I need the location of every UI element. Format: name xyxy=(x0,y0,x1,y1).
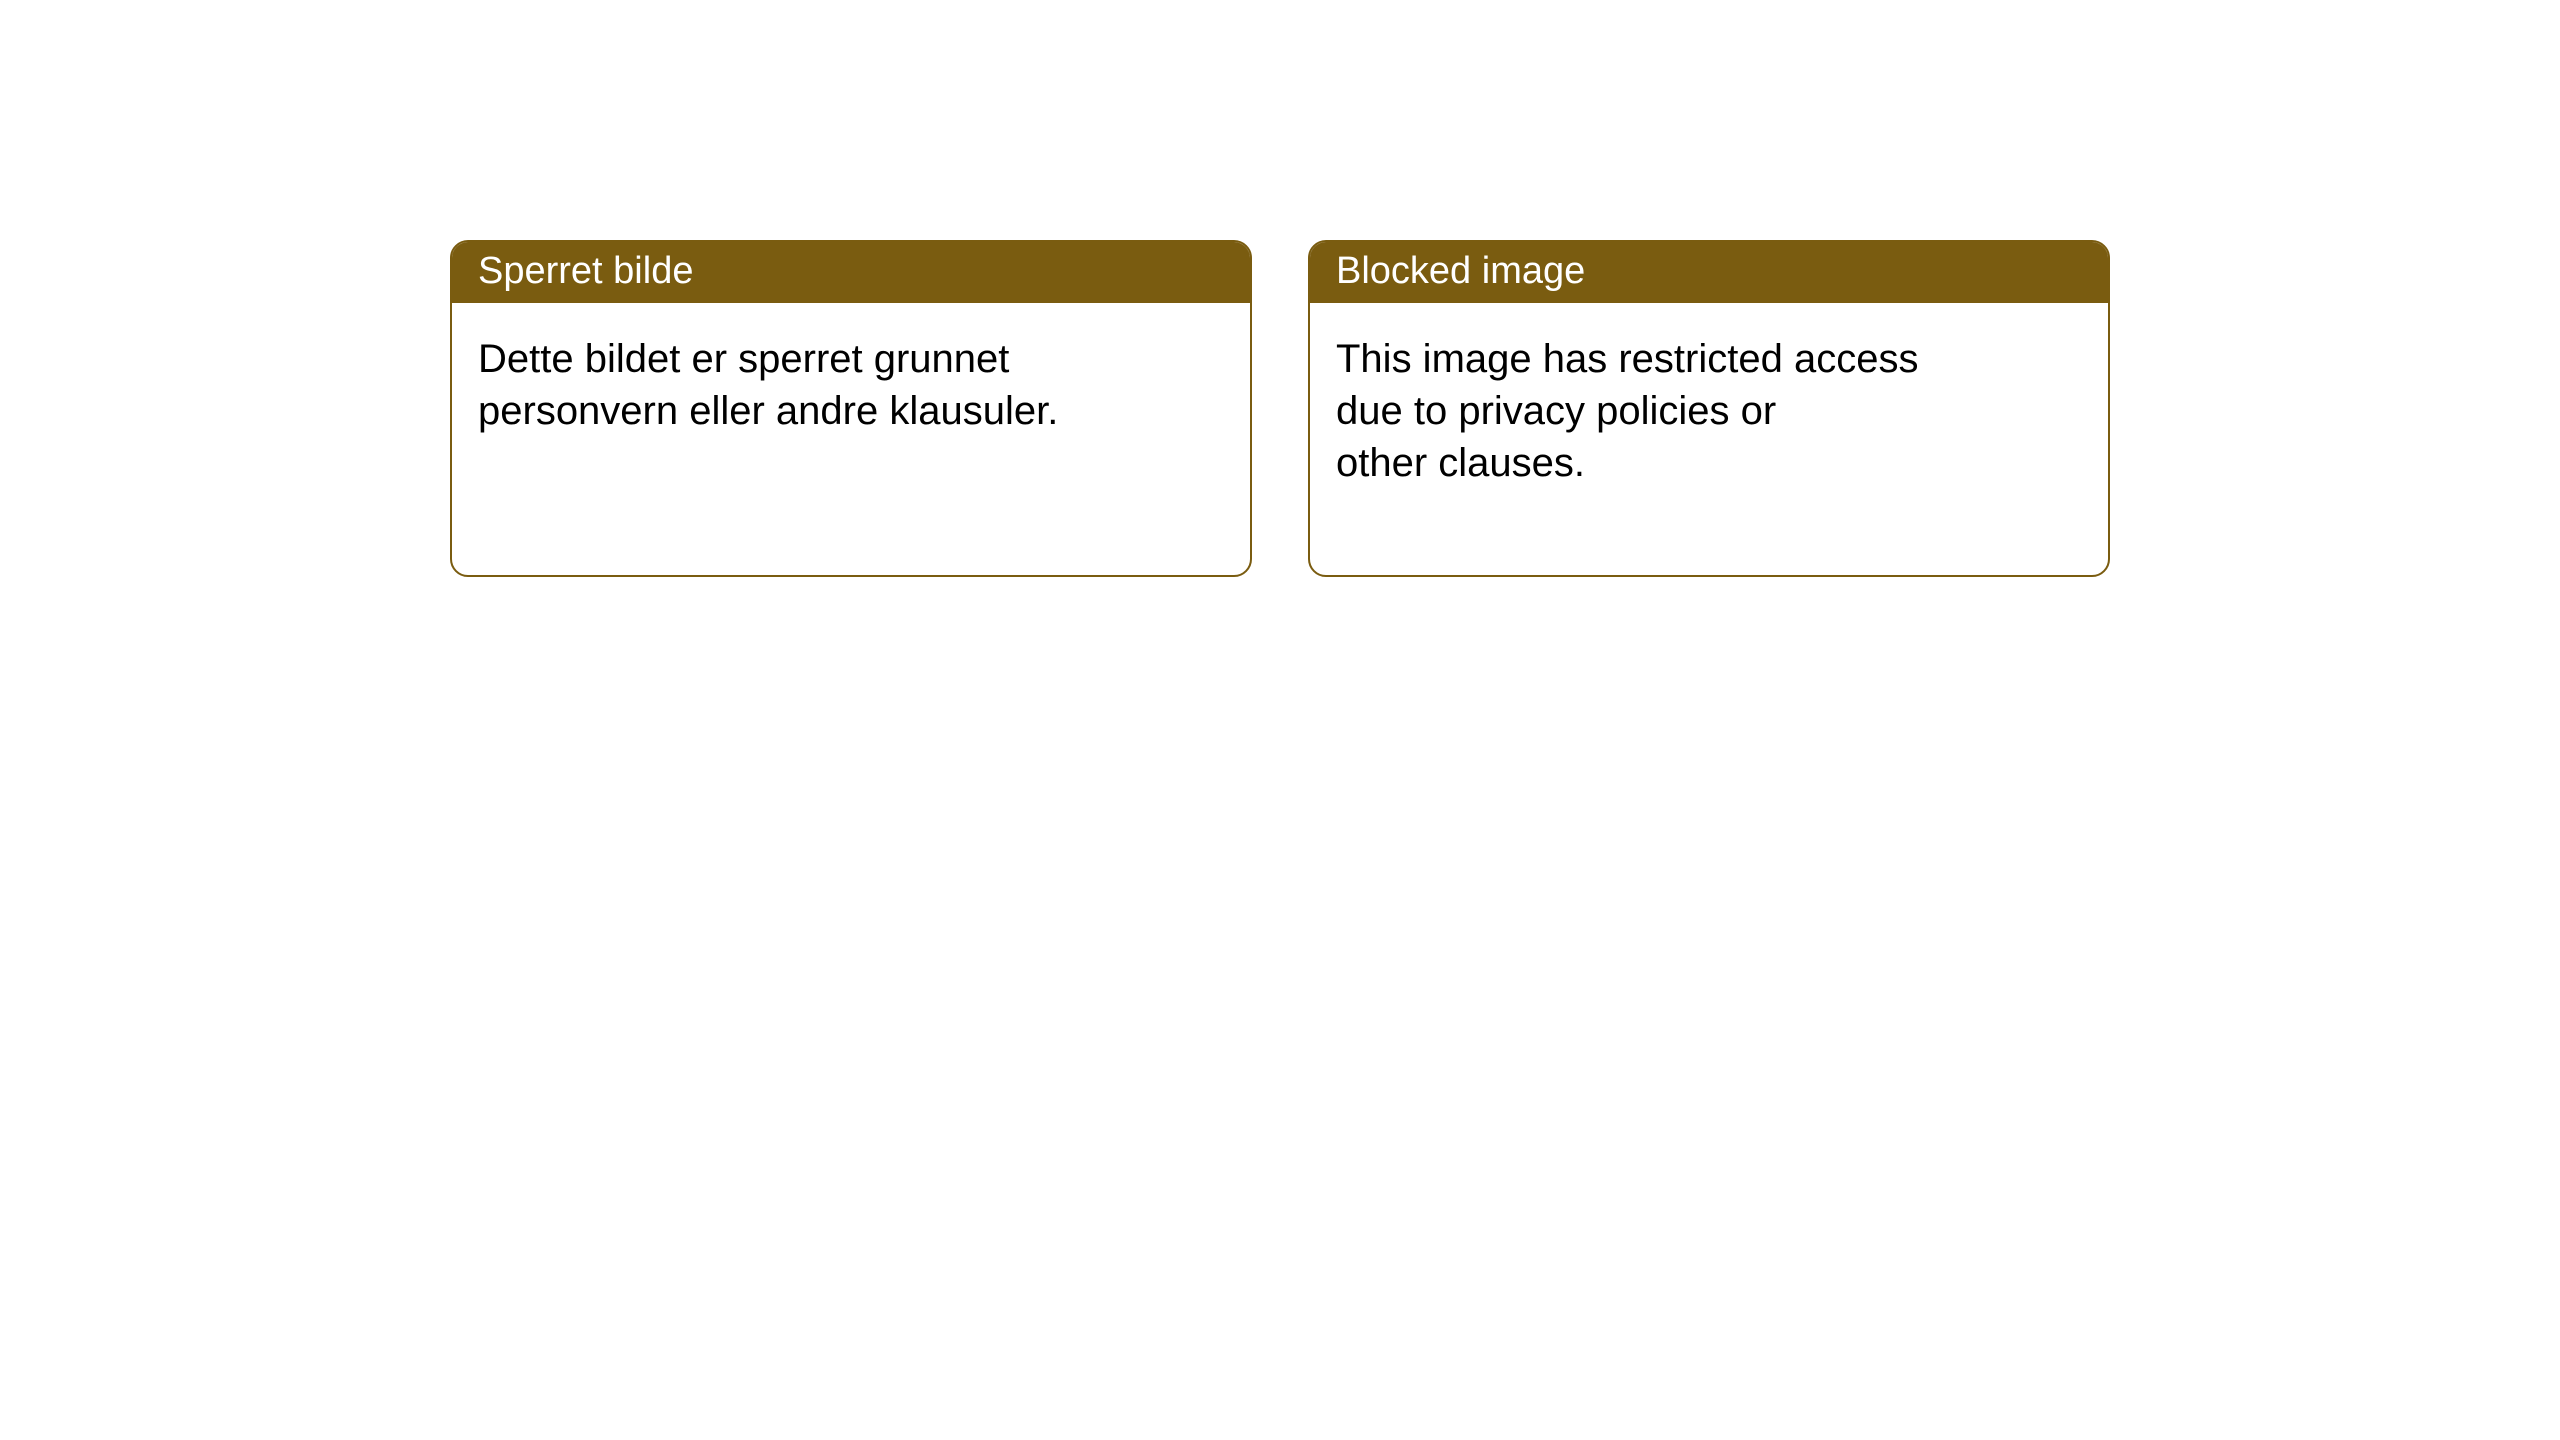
notice-title-en: Blocked image xyxy=(1310,242,2108,303)
notice-body-en: This image has restricted access due to … xyxy=(1310,303,2010,575)
notice-title-no: Sperret bilde xyxy=(452,242,1250,303)
notice-card-no: Sperret bilde Dette bildet er sperret gr… xyxy=(450,240,1252,577)
notice-card-en: Blocked image This image has restricted … xyxy=(1308,240,2110,577)
notice-container: Sperret bilde Dette bildet er sperret gr… xyxy=(0,0,2560,577)
notice-body-no: Dette bildet er sperret grunnet personve… xyxy=(452,303,1152,523)
